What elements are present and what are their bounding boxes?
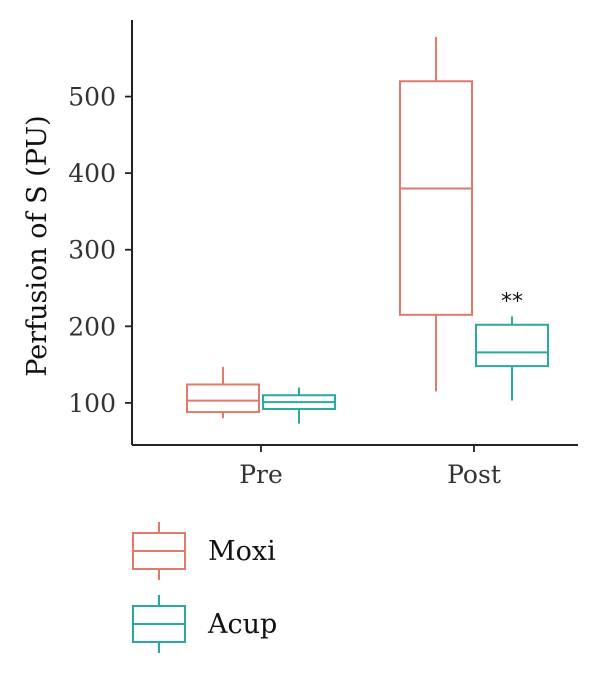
legend-key-moxi	[132, 522, 186, 580]
legend-key-acup	[132, 595, 186, 653]
box-acup-post	[475, 316, 549, 401]
x-tick-label: Post	[447, 460, 501, 489]
y-tick-label: 400	[68, 159, 116, 188]
y-axis: 100 200 300 400 500	[68, 20, 133, 445]
significance-marker: **	[501, 289, 523, 314]
legend-item-acup: Acup	[132, 595, 277, 653]
legend: Moxi Acup	[132, 522, 277, 653]
y-tick-label: 100	[68, 389, 116, 418]
box-moxi-pre	[186, 366, 260, 419]
legend-item-moxi: Moxi	[132, 522, 276, 580]
legend-label: Acup	[207, 609, 277, 640]
iqr-box	[186, 383, 260, 414]
box-moxi-post	[399, 36, 473, 392]
y-axis-title: Perfusion of S (PU)	[22, 115, 53, 376]
plot-area	[186, 36, 549, 424]
annotations: **	[501, 289, 523, 314]
y-tick-label: 200	[68, 312, 116, 341]
iqr-box	[475, 323, 549, 368]
legend-label: Moxi	[208, 536, 276, 567]
x-tick-label: Pre	[239, 460, 283, 489]
x-axis: Pre Post	[132, 444, 578, 489]
y-tick-label: 500	[68, 83, 116, 112]
iqr-box	[399, 80, 473, 316]
y-tick-label: 300	[68, 236, 116, 265]
box-acup-pre	[262, 387, 336, 424]
